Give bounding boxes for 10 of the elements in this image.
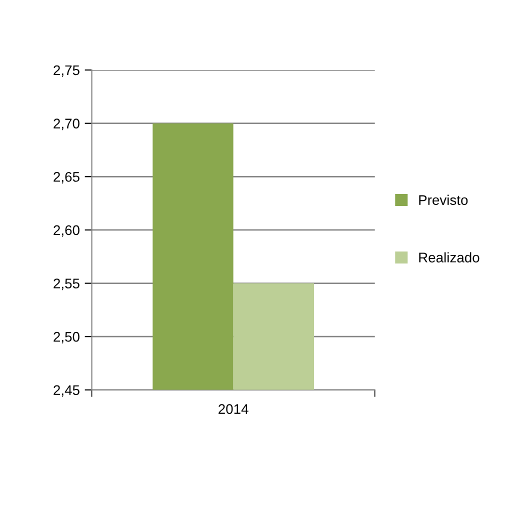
y-tick-label: 2,75 (54, 65, 80, 77)
y-tick-label: 2,70 (54, 118, 80, 130)
y-tick-label: 2,65 (54, 172, 80, 184)
y-tick-label: 2,60 (54, 225, 80, 237)
legend-label: Previsto (419, 194, 468, 205)
y-tick-label: 2,50 (54, 332, 80, 344)
y-tick-label: 2,55 (54, 278, 80, 290)
y-tick-label: 2,45 (54, 385, 80, 397)
x-tick-label: 2014 (218, 404, 248, 414)
legend-label: Realizado (419, 252, 480, 262)
